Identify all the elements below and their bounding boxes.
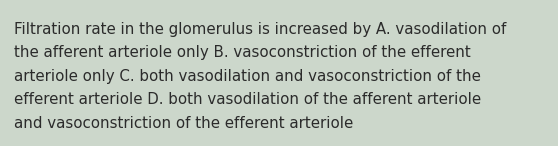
Text: arteriole only C. both vasodilation and vasoconstriction of the: arteriole only C. both vasodilation and …	[14, 69, 481, 84]
Text: Filtration rate in the glomerulus is increased by A. vasodilation of: Filtration rate in the glomerulus is inc…	[14, 22, 506, 37]
Text: the afferent arteriole only B. vasoconstriction of the efferent: the afferent arteriole only B. vasoconst…	[14, 46, 471, 60]
Text: efferent arteriole D. both vasodilation of the afferent arteriole: efferent arteriole D. both vasodilation …	[14, 93, 481, 107]
Text: and vasoconstriction of the efferent arteriole: and vasoconstriction of the efferent art…	[14, 116, 353, 131]
